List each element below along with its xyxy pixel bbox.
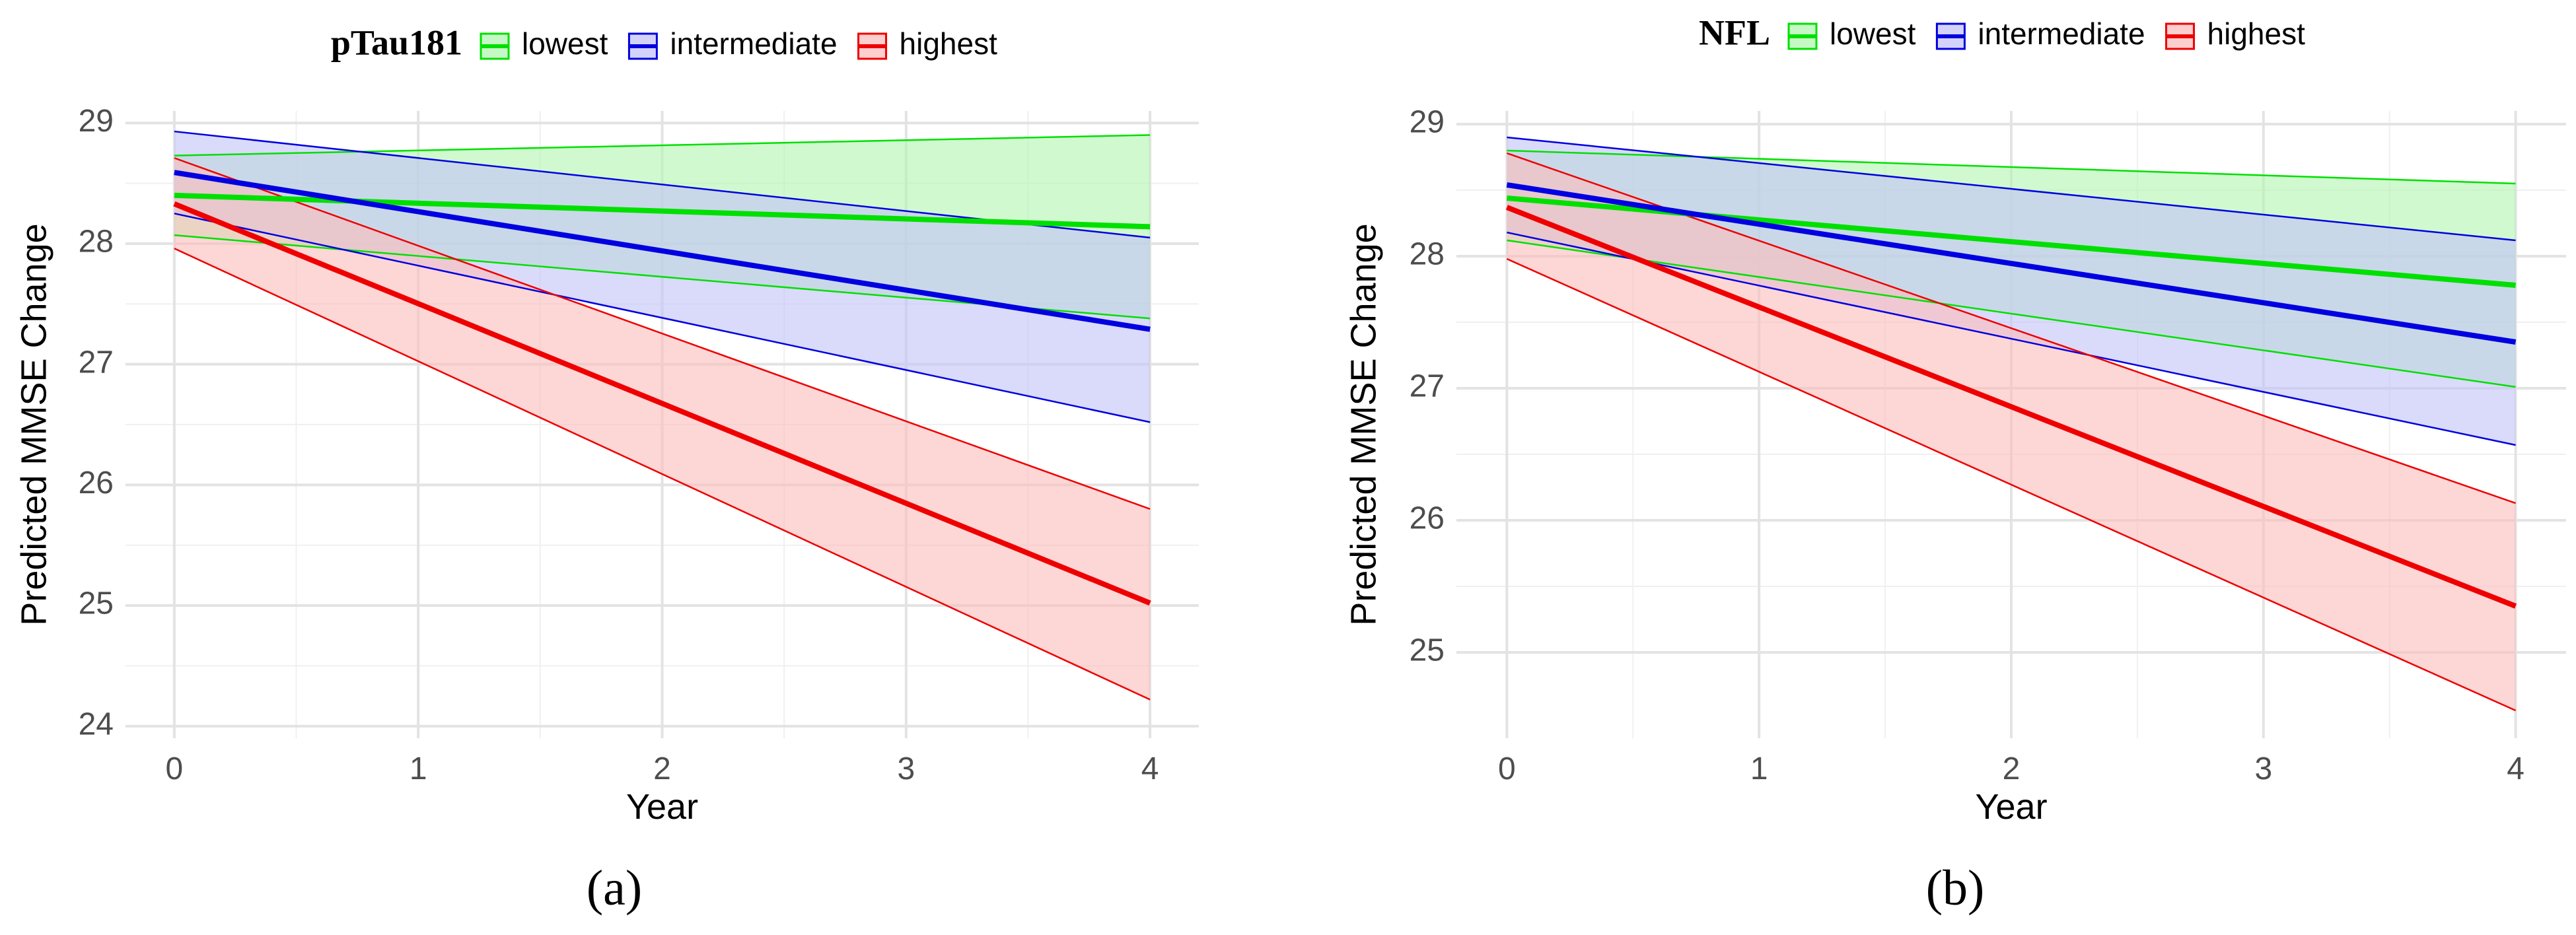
series-line-intermediate xyxy=(174,170,1151,332)
y-axis-label: Predicted MMSE Change xyxy=(1343,223,1383,625)
x-tick-label: 3 xyxy=(897,751,915,786)
ribbon-upper-lowest xyxy=(1507,149,2516,185)
ribbon-bounds xyxy=(174,130,1151,701)
x-tick-label: 3 xyxy=(2254,751,2272,786)
ribbon-lower-lowest xyxy=(1507,239,2516,388)
panel-b: 25 26 27 28 29 0 1 2 3 4 Year Predicted MMSE Change… xyxy=(1343,13,2566,916)
y-axis-label: Predicted MMSE Change xyxy=(14,223,54,625)
legend-title: pTau181 xyxy=(331,22,462,62)
ribbon-upper-intermediate xyxy=(1507,136,2516,242)
y-tick-label: 29 xyxy=(79,104,114,139)
legend-key-lowest xyxy=(1787,22,1818,50)
legend: pTau181 lowest intermediate highest xyxy=(331,22,997,62)
legend-key-lowest xyxy=(480,32,510,60)
series-line-highest xyxy=(1505,205,2517,609)
y-tick-label: 26 xyxy=(1410,501,1445,536)
ribbon-upper-highest xyxy=(174,157,1151,510)
legend-key-intermediate xyxy=(627,32,658,60)
x-tick-label: 1 xyxy=(410,751,427,786)
ribbon-upper-lowest xyxy=(174,134,1151,156)
ribbon-lower-intermediate xyxy=(174,213,1151,423)
tick-labels: 25 26 27 28 29 0 1 2 3 4 xyxy=(1410,105,2524,786)
x-tick-label: 4 xyxy=(1141,751,1159,786)
x-tick-label: 0 xyxy=(1498,751,1516,786)
y-tick-label: 28 xyxy=(1410,237,1445,272)
y-tick-label: 25 xyxy=(1410,633,1445,668)
panel-label: (b) xyxy=(1926,860,1985,916)
ribbon-intermediate xyxy=(1507,137,2516,445)
ribbon-highest xyxy=(1507,153,2516,710)
y-tick-label: 24 xyxy=(79,707,114,742)
legend: NFL lowest intermediate highest xyxy=(1699,13,2305,52)
legend-label-lowest: lowest xyxy=(1830,17,1916,51)
legend-key-intermediate xyxy=(1935,22,1966,50)
y-tick-label: 25 xyxy=(79,586,114,621)
series-line-intermediate xyxy=(1506,182,2517,345)
legend-label-lowest: lowest xyxy=(522,26,608,61)
x-axis-label: Year xyxy=(1975,787,2047,827)
y-tick-label: 27 xyxy=(1410,369,1445,404)
confidence-ribbons xyxy=(1507,137,2516,710)
panel-label: (a) xyxy=(587,860,642,916)
series-line-highest xyxy=(173,201,1151,606)
x-tick-label: 2 xyxy=(653,751,671,786)
legend-label-highest: highest xyxy=(2207,17,2306,51)
legend-label-intermediate: intermediate xyxy=(670,26,837,61)
ribbon-highest xyxy=(174,158,1151,700)
legend-label-intermediate: intermediate xyxy=(1978,17,2145,51)
ribbon-lower-intermediate xyxy=(1507,231,2516,446)
y-tick-label: 26 xyxy=(79,466,114,501)
x-tick-label: 1 xyxy=(1750,751,1768,786)
y-tick-label: 28 xyxy=(79,225,114,260)
legend-key-highest xyxy=(857,32,888,60)
series-lines xyxy=(173,170,1151,606)
y-tick-label: 29 xyxy=(1410,105,1445,140)
legend-title: NFL xyxy=(1699,13,1770,52)
series-lines xyxy=(1505,182,2517,609)
panel-a: 24 25 26 27 28 29 0 1 2 3 4 Year Predicted MMSE Chan… xyxy=(14,22,1199,916)
ribbon-lower-highest xyxy=(174,248,1151,701)
x-axis-label: Year xyxy=(626,787,698,827)
x-tick-label: 0 xyxy=(166,751,184,786)
ribbon-lower-highest xyxy=(1506,258,2517,712)
x-tick-label: 2 xyxy=(2003,751,2021,786)
y-tick-label: 27 xyxy=(79,345,114,380)
tick-labels: 24 25 26 27 28 29 0 1 2 3 4 xyxy=(79,104,1159,786)
legend-label-highest: highest xyxy=(900,26,998,61)
legend-key-highest xyxy=(2165,22,2196,50)
x-tick-label: 4 xyxy=(2507,751,2524,786)
